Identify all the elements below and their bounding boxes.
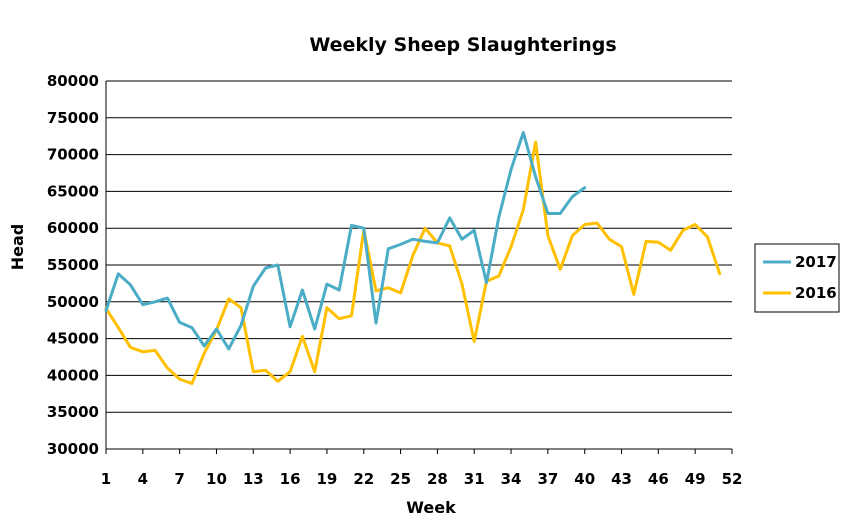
legend-box	[754, 243, 840, 313]
y-tick-label: 35000	[47, 403, 99, 421]
legend-label-2017: 2017	[795, 253, 837, 271]
x-tick-label: 28	[427, 470, 448, 488]
y-axis-ticks: 30000 35000 40000 45000 50000 55000 60000 65000…	[47, 72, 99, 458]
x-tick-label: 13	[243, 470, 264, 488]
x-tick-label: 22	[353, 470, 374, 488]
chart-title: Weekly Sheep Slaughterings	[309, 34, 616, 56]
y-tick-label: 70000	[47, 146, 99, 164]
y-tick-label: 75000	[47, 109, 99, 127]
legend-label-2016: 2016	[795, 284, 837, 302]
x-tick-label: 1	[101, 470, 111, 488]
x-tick-label: 19	[317, 470, 338, 488]
x-tick-label: 49	[685, 470, 706, 488]
series-line-2017	[104, 131, 587, 351]
x-tick-label: 16	[280, 470, 301, 488]
y-tick-label: 55000	[47, 256, 99, 274]
x-tick-label: 43	[611, 470, 632, 488]
y-tick-label: 60000	[47, 219, 99, 237]
x-axis-title: Week	[406, 498, 456, 517]
y-tick-label: 40000	[47, 366, 99, 384]
y-tick-label: 45000	[47, 330, 99, 348]
gridlines	[105, 80, 732, 450]
x-tick-label: 52	[722, 470, 743, 488]
y-tick-label: 65000	[47, 182, 99, 200]
x-tick-label: 25	[390, 470, 411, 488]
x-tick-label: 31	[464, 470, 485, 488]
y-tick-label: 50000	[47, 293, 99, 311]
y-tick-label: 30000	[47, 440, 99, 458]
x-tick-label: 4	[138, 470, 148, 488]
x-tick-label: 7	[174, 470, 184, 488]
x-tick-label: 10	[206, 470, 227, 488]
x-tick-label: 40	[574, 470, 595, 488]
y-axis-title: Head	[8, 224, 27, 271]
y-tick-label: 80000	[47, 72, 99, 90]
x-tick-label: 46	[648, 470, 669, 488]
x-tick-label: 37	[537, 470, 558, 488]
series-line-2016	[104, 140, 722, 385]
series-layer	[104, 131, 722, 385]
x-tick-label: 34	[501, 470, 522, 488]
legend: 2017 2016	[754, 243, 840, 313]
x-axis-ticks: 1 4 7 10 13 16 19 22 25 28 31 34 37 40 43 46 49 52	[101, 449, 743, 488]
